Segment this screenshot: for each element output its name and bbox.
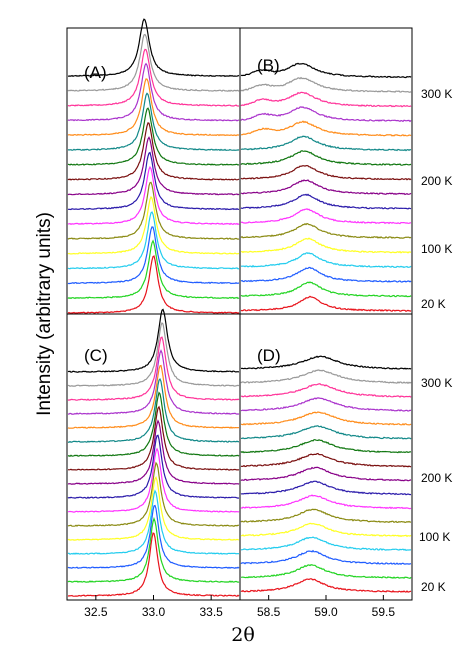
- x-tick-label-panel-4-1: 58.5: [257, 605, 281, 619]
- curve-panel-2-series-8: [240, 193, 412, 210]
- temp-label-300k-bottom: 300 K: [421, 376, 452, 390]
- curve-panel-4-series-16: [240, 369, 412, 385]
- curve-panel-2-series-14: [240, 106, 412, 123]
- curve-panel-1-series-8: [68, 151, 240, 211]
- curve-panel-4-series-4: [240, 536, 411, 551]
- curve-panel-1-series-5: [67, 195, 240, 255]
- curve-panel-4-series-17: [240, 355, 412, 370]
- y-axis-title: Intensity (arbitrary units): [34, 212, 55, 416]
- temp-label-200k-top: 200 K: [421, 174, 452, 188]
- curve-panel-3-series-14: [67, 349, 240, 415]
- curve-panel-2-series-1: [240, 295, 412, 313]
- panel-label-d: (D): [257, 346, 281, 365]
- curve-panel-3-series-12: [67, 378, 240, 443]
- curve-panel-2-series-13: [240, 120, 412, 137]
- curve-panel-2-series-2: [240, 281, 412, 298]
- curve-panel-4-series-2: [240, 564, 412, 579]
- curve-panel-1-series-14: [67, 62, 240, 122]
- curve-panel-1-series-12: [67, 92, 240, 152]
- curve-panel-3-series-15: [67, 336, 240, 401]
- diffraction-curves: [67, 18, 412, 597]
- x-tick-label-panel-3-3: 33.5: [199, 605, 223, 619]
- curve-panel-4-series-10: [240, 452, 412, 468]
- curve-panel-4-series-7: [240, 494, 412, 510]
- x-tick-label-panel-3-1: 32.5: [84, 605, 108, 619]
- panel-label-b: (B): [257, 56, 280, 75]
- temp-label-200k-bottom: 200 K: [421, 471, 452, 485]
- curve-panel-3-series-9: [67, 419, 240, 485]
- curve-panel-3-series-4: [67, 489, 240, 555]
- curve-panel-1-series-15: [67, 48, 239, 107]
- curve-panel-3-series-10: [67, 405, 240, 471]
- curve-panel-3-series-3: [67, 504, 240, 569]
- x-axis-ticks: 32.5 33.0 33.5 58.5 59.0 59.5: [84, 595, 395, 619]
- curve-panel-1-series-6: [67, 181, 240, 240]
- curve-panel-4-series-11: [240, 439, 412, 454]
- curve-panel-2-series-15: [240, 91, 412, 108]
- curve-panel-4-series-1: [240, 578, 412, 593]
- temp-label-100k-top: 100 K: [421, 242, 452, 256]
- x-tick-label-panel-3-2: 33.0: [142, 605, 166, 619]
- curve-panel-1-series-16: [67, 33, 240, 92]
- curve-panel-4-series-13: [240, 411, 412, 426]
- curve-panel-1-series-17: [67, 18, 240, 78]
- curve-panel-2-series-9: [240, 179, 412, 196]
- curve-panel-4-series-15: [240, 383, 412, 398]
- curve-panel-4-series-5: [241, 522, 412, 538]
- curve-panel-2-series-3: [240, 266, 412, 283]
- curve-panel-1-series-10: [67, 122, 240, 181]
- x-axis-title: 2θ: [231, 624, 255, 646]
- curve-panel-1-series-2: [67, 239, 240, 300]
- curve-panel-2-series-17: [240, 62, 412, 79]
- curve-panel-2-series-7: [240, 208, 412, 225]
- curve-panel-1-series-1: [67, 255, 240, 314]
- panel-label-a: (A): [84, 63, 107, 82]
- curve-panel-4-series-8: [240, 480, 412, 496]
- curve-panel-2-series-16: [240, 76, 412, 93]
- curve-panel-3-series-1: [67, 532, 240, 597]
- temp-label-20k-bottom: 20 K: [421, 580, 446, 594]
- curve-panel-3-series-16: [67, 321, 240, 387]
- curve-panel-3-series-7: [68, 447, 240, 513]
- curve-panel-4-series-9: [240, 466, 412, 482]
- curve-panel-4-series-12: [240, 425, 412, 440]
- curve-panel-3-series-2: [67, 516, 240, 583]
- x-tick-label-panel-4-3: 59.5: [372, 605, 396, 619]
- panel-label-c: (C): [84, 346, 108, 365]
- curve-panel-1-series-11: [67, 107, 240, 166]
- curve-panel-1-series-7: [67, 165, 240, 226]
- curve-panel-2-series-10: [240, 164, 412, 181]
- curve-panel-4-series-14: [240, 397, 412, 412]
- temp-label-20k-top: 20 K: [421, 297, 446, 311]
- curve-panel-2-series-11: [240, 150, 412, 166]
- temp-label-300k-top: 300 K: [421, 87, 452, 101]
- curve-panel-2-series-4: [240, 252, 412, 269]
- temp-label-100k-bottom: 100 K: [419, 530, 450, 544]
- curve-panel-4-series-3: [240, 549, 412, 565]
- curve-panel-2-series-6: [240, 222, 412, 239]
- curve-panel-3-series-6: [67, 461, 240, 527]
- curve-panel-1-series-3: [67, 226, 239, 285]
- curve-panel-1-series-4: [67, 211, 240, 270]
- curve-panel-3-series-17: [67, 308, 240, 373]
- curve-panel-3-series-13: [67, 364, 240, 429]
- curve-panel-2-series-5: [240, 237, 411, 254]
- curve-panel-1-series-13: [67, 78, 240, 137]
- curve-panel-3-series-8: [67, 434, 240, 499]
- curve-panel-3-series-5: [67, 476, 240, 541]
- curve-panel-2-series-12: [240, 135, 412, 152]
- x-tick-label-panel-4-2: 59.0: [314, 605, 338, 619]
- curve-panel-3-series-11: [67, 391, 240, 458]
- curve-panel-4-series-6: [240, 508, 412, 524]
- curve-panel-1-series-9: [67, 136, 240, 196]
